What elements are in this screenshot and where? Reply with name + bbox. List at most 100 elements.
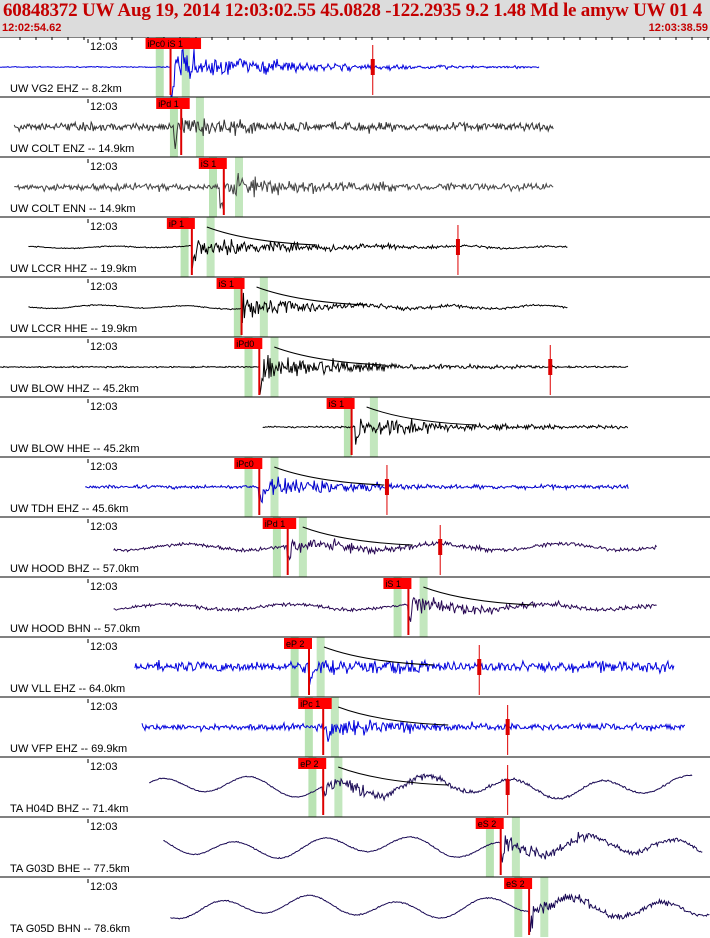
arrival-marker-block: [455, 239, 460, 255]
trace-channel-label: UW BLOW HHE -- 45.2km: [10, 443, 140, 455]
waveform-trace: [113, 597, 657, 622]
pick-label: iPd0: [236, 339, 254, 349]
pick-label: eP 2: [300, 759, 318, 769]
trace-channel-label: UW BLOW HHZ -- 45.2km: [10, 383, 139, 395]
waveform-trace: [13, 117, 554, 150]
trace-channel-label: UW HOOD BHZ -- 57.0km: [10, 563, 139, 575]
waveform-trace: [28, 292, 568, 324]
trace-separators: [0, 37, 710, 878]
pick-label-box: [475, 818, 504, 829]
trace-channel-label: UW VG2 EHZ -- 8.2km: [10, 83, 122, 95]
travel-time-curve: [323, 646, 435, 666]
trace-time-label: 12:03: [90, 161, 118, 173]
travel-time-curve: [206, 226, 317, 246]
pick-label: iPd 1: [265, 519, 286, 529]
pick-label-box: [198, 158, 227, 169]
arrival-marker-block: [505, 779, 510, 795]
waveform-trace: [262, 418, 629, 445]
pick-label: eP 2: [286, 639, 304, 649]
trace-channel-label: UW LCCR HHZ -- 19.9km: [10, 263, 137, 275]
pick-label-box: [383, 578, 412, 589]
trace-channel-label: UW HOOD BHN -- 57.0km: [10, 623, 140, 635]
trace-time-label: 12:03: [90, 341, 118, 353]
pick-label: iS 1: [329, 399, 345, 409]
trace-channel-label: UW VFP EHZ -- 69.9km: [10, 743, 127, 755]
pick-window-band: [419, 577, 428, 637]
trace-time-label: 12:03: [90, 221, 118, 233]
pick-label: iPd 1: [158, 99, 179, 109]
trace-time-label: 12:03: [90, 281, 118, 293]
arrival-marker-block: [548, 359, 553, 375]
pick-label: iP 1: [169, 219, 184, 229]
travel-time-curve: [423, 586, 534, 606]
trace-time-label: 12:03: [90, 701, 118, 713]
waveform-trace: [0, 48, 540, 97]
pick-label-box: [326, 398, 355, 409]
pick-label: iPc 1: [300, 699, 320, 709]
window-start-time: 12:02:54.62: [2, 22, 62, 34]
annotations: 12:03 iPc0 iS 1 UW VG2 EHZ -- 8.2km 12:03 iP…: [10, 37, 709, 935]
travel-time-curve: [302, 526, 413, 546]
pick-window-band: [233, 277, 242, 337]
waveform-trace: [149, 773, 693, 802]
pick-window-band: [195, 97, 204, 157]
trace-time-label: 12:03: [90, 101, 118, 113]
arrival-marker-block: [370, 59, 375, 75]
waveform-trace: [170, 893, 710, 932]
travel-time-curve: [366, 406, 477, 426]
pick-label-box: [284, 638, 312, 649]
waveform-trace: [141, 719, 686, 742]
travel-time-curve: [274, 466, 385, 486]
trace-time-label: 12:03: [90, 521, 118, 533]
trace-channel-label: UW COLT ENZ -- 14.9km: [10, 143, 134, 155]
waveform-trace: [0, 354, 629, 395]
pick-label: iPc0: [236, 459, 254, 469]
pick-window-band: [514, 877, 523, 937]
trace-channel-label: TA H04D BHZ -- 71.4km: [10, 803, 128, 815]
pick-label-box: [234, 458, 263, 469]
waveform-trace: [113, 538, 657, 561]
trace-channel-label: UW VLL EHZ -- 64.0km: [10, 683, 125, 695]
pick-label-box: [156, 98, 190, 109]
pick-label-box: [298, 758, 327, 769]
trace-channel-label: UW TDH EHZ -- 45.6km: [10, 503, 128, 515]
pick-label-box: [234, 338, 263, 349]
waveform-trace: [14, 172, 554, 210]
waveform-trace: [163, 831, 703, 863]
travel-time-curve: [338, 706, 449, 726]
pick-label-box: [504, 878, 533, 889]
trace-time-label: 12:03: [90, 821, 118, 833]
trace-time-label: 12:03: [90, 641, 118, 653]
trace-channel-label: UW COLT ENN -- 14.9km: [10, 203, 136, 215]
travel-time-curve: [338, 766, 449, 786]
waveform-trace: [134, 658, 675, 686]
pick-window-band: [334, 757, 343, 817]
trace-time-label: 12:03: [90, 881, 118, 893]
pick-window-band: [485, 817, 494, 877]
trace-time-label: 12:03: [90, 401, 118, 413]
pick-label: iPc0 iS 1: [148, 39, 184, 49]
pick-label-box: [298, 698, 332, 709]
pick-label: eS 2: [506, 879, 525, 889]
trace-channel-label: TA G05D BHN -- 78.6km: [10, 923, 130, 935]
pick-label-box: [145, 38, 202, 49]
pick-label: iS 1: [219, 279, 235, 289]
seismogram-panel[interactable]: 12:03 iPc0 iS 1 UW VG2 EHZ -- 8.2km 12:03 iP…: [0, 37, 710, 938]
pick-window-band: [235, 157, 243, 217]
pick-window-band: [308, 757, 317, 817]
trace-time-label: 12:03: [90, 461, 118, 473]
trace-channel-label: TA G03D BHE -- 77.5km: [10, 863, 130, 875]
travel-time-curve: [256, 286, 367, 306]
pick-label: eS 2: [478, 819, 497, 829]
arrival-marker-block: [384, 479, 389, 495]
arrival-marker-block: [438, 539, 443, 555]
event-title: 60848372 UW Aug 19, 2014 12:03:02.55 45.…: [3, 0, 703, 21]
arrival-marker-block: [477, 659, 482, 675]
pick-window-band: [169, 97, 178, 157]
event-header: 60848372 UW Aug 19, 2014 12:03:02.55 45.…: [0, 0, 710, 37]
pick-label: iS 1: [201, 159, 217, 169]
pick-label: iS 1: [385, 579, 401, 589]
pick-label-box: [166, 218, 195, 229]
trace-channel-label: UW LCCR HHE -- 19.9km: [10, 323, 137, 335]
waveform-trace: [28, 239, 568, 269]
